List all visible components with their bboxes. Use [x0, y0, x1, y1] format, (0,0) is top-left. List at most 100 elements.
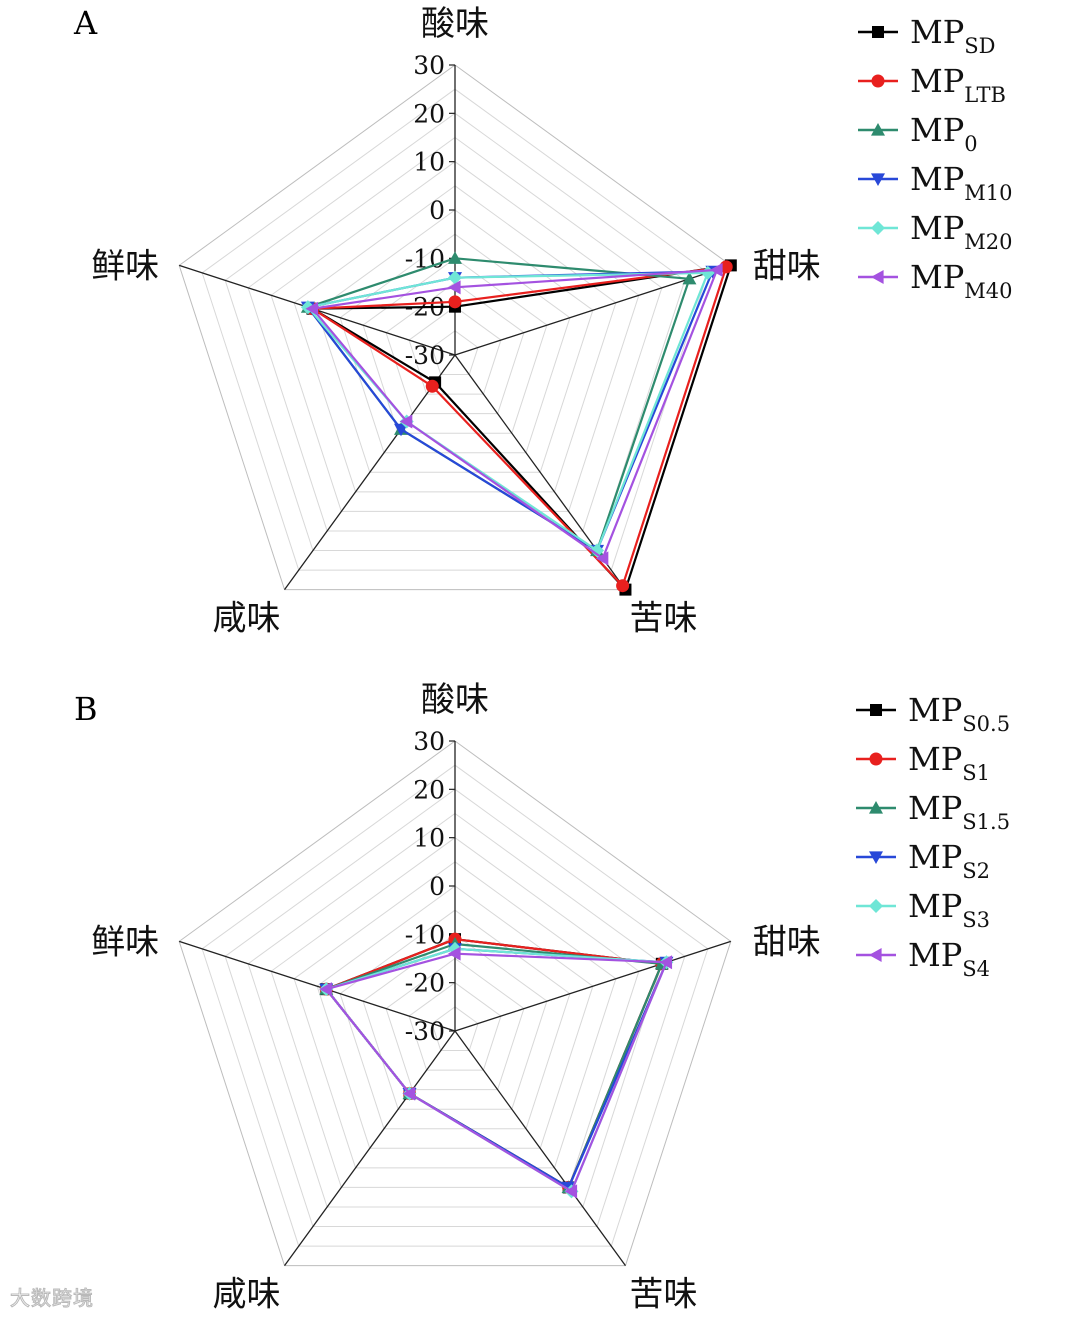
radial-tick-label: -20: [405, 969, 445, 998]
grid-ring: [224, 112, 686, 552]
axis-spoke: [454, 940, 732, 1032]
legend-marker: [869, 899, 883, 913]
axis-label: 苦味: [629, 1275, 697, 1315]
axis-label: 酸味: [421, 680, 489, 720]
series-point: [448, 270, 462, 285]
series-point: [595, 551, 609, 566]
legend-marker: [871, 74, 885, 88]
grid-ring: [293, 185, 617, 493]
radial-tick-label: -30: [405, 341, 445, 370]
series-point: [719, 260, 733, 274]
series-point: [448, 251, 462, 264]
legend-marker: [869, 801, 883, 814]
legend-label: MPS1: [908, 740, 990, 785]
series-line: [311, 268, 719, 560]
legend-label: MPS1.5: [908, 789, 1010, 834]
grid-ring: [201, 88, 709, 571]
legend-marker: [871, 270, 884, 284]
legend-marker: [869, 752, 883, 766]
series-line: [325, 947, 668, 1193]
series-point: [448, 295, 462, 309]
axis-label: 甜味: [753, 922, 821, 962]
grid-ring: [431, 330, 479, 376]
series-point: [616, 579, 630, 593]
series-line: [325, 947, 668, 1189]
legend-label: MPM40: [910, 258, 1013, 303]
series-point: [399, 414, 413, 429]
axis-label: 咸味: [213, 599, 281, 639]
grid-ring: [201, 764, 709, 1247]
legend-marker: [871, 221, 885, 235]
legend-marker: [869, 851, 883, 864]
radial-tick-label: 20: [413, 775, 445, 804]
legend-label: MPSD: [910, 13, 996, 58]
legend-label: MPS3: [908, 887, 990, 932]
axis-label: 鲜味: [91, 246, 159, 286]
radar-panel-a: A3020100-10-20-30酸味甜味苦味咸味鲜味MPSDMPLTBMP0M…: [73, 4, 1013, 639]
grid-ring: [316, 209, 594, 473]
radial-tick-label: 30: [413, 51, 445, 80]
radial-tick-label: -30: [405, 1017, 445, 1046]
radar-panel-b: B3020100-10-20-30酸味甜味苦味咸味鲜味MPS0.5MPS1MPS…: [74, 680, 1010, 1315]
legend-label: MPS4: [908, 936, 990, 981]
axis-spoke: [284, 1030, 456, 1266]
panel-label: A: [73, 4, 98, 42]
grid-ring: [408, 982, 502, 1071]
radial-tick-label: 10: [413, 148, 445, 177]
legend-marker: [871, 173, 885, 186]
radial-tick-label: 10: [413, 824, 445, 853]
radial-tick-label: 0: [429, 196, 445, 225]
series-point: [394, 423, 409, 437]
grid-ring: [339, 233, 571, 454]
watermark-logo: 大数跨境: [10, 1286, 94, 1311]
grid-ring: [362, 257, 548, 434]
legend-marker: [872, 26, 884, 38]
axis-label: 甜味: [753, 246, 821, 286]
radial-tick-label: 30: [413, 727, 445, 756]
series-point: [659, 955, 673, 970]
legend-label: MPM20: [910, 209, 1013, 254]
grid-ring: [178, 64, 732, 591]
grid-ring: [385, 957, 525, 1091]
axis-label: 咸味: [213, 1275, 281, 1315]
axis-spoke: [178, 940, 456, 1032]
series-line: [311, 265, 728, 587]
axis-spoke: [284, 354, 456, 590]
series-line: [325, 952, 668, 1193]
series-point: [710, 262, 723, 277]
grid-ring: [178, 740, 732, 1267]
legend-marker: [869, 948, 882, 962]
grid-ring: [385, 281, 525, 415]
series-point: [425, 379, 439, 393]
grid-ring: [224, 788, 686, 1228]
grid-ring: [408, 306, 502, 395]
series-point: [682, 271, 697, 285]
grid-ring: [431, 1006, 479, 1052]
axis-label: 鲜味: [91, 922, 159, 962]
series-point: [448, 946, 461, 961]
legend-label: MPS0.5: [908, 691, 1010, 736]
series-point: [402, 1086, 416, 1101]
axis-label: 酸味: [421, 4, 489, 44]
grid-ring: [270, 837, 640, 1188]
legend-label: MPS2: [908, 838, 990, 883]
series-point: [319, 982, 332, 997]
grid-ring: [247, 812, 663, 1208]
legend-label: MPLTB: [910, 62, 1006, 107]
legend-marker: [870, 704, 882, 716]
legend-label: MP0: [910, 111, 978, 156]
grid-ring: [247, 136, 663, 532]
series-point: [564, 1184, 578, 1199]
grid-ring: [316, 885, 594, 1149]
radial-tick-label: 20: [413, 99, 445, 128]
axis-spoke: [454, 1030, 626, 1266]
grid-ring: [362, 933, 548, 1110]
legend-marker: [871, 123, 885, 136]
series-point: [448, 280, 461, 295]
series-point: [305, 301, 319, 316]
panel-label: B: [74, 690, 98, 728]
legend-label: MPM10: [910, 160, 1013, 205]
axis-label: 苦味: [629, 599, 697, 639]
series-point: [590, 543, 605, 558]
